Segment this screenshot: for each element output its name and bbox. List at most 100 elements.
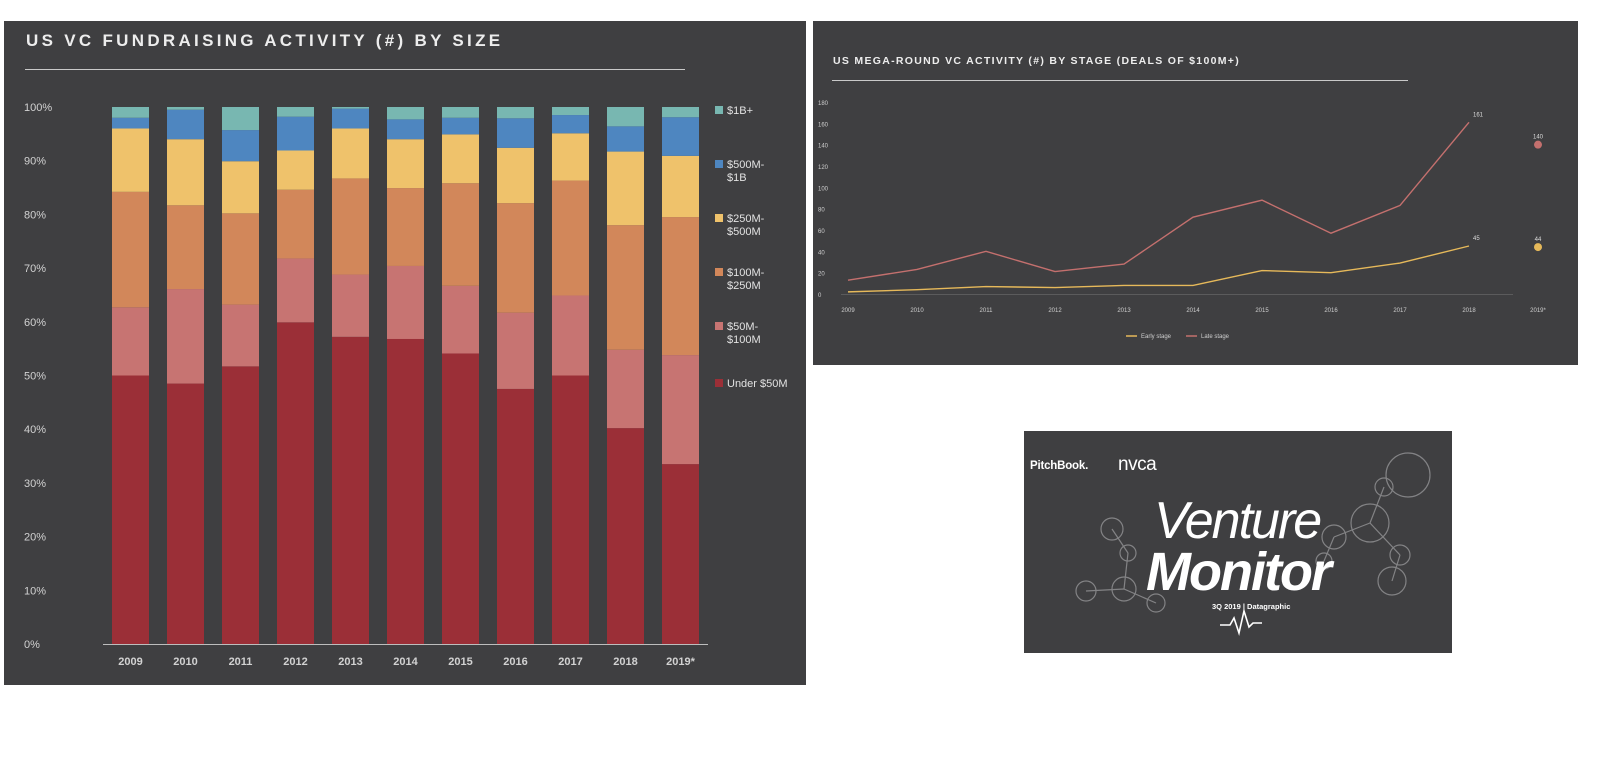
bar-segment [442,353,479,644]
bar-segment [277,322,314,644]
legend-label: $50M- [727,321,759,333]
mega-round-chart-plot: 0 20 40 60 80 100 120 140 160 180 2009 2010 2011 2012… [818,101,1547,340]
bar-segment [497,118,534,148]
x-tick-label: 2017 [558,656,582,668]
bar-segment [222,366,259,644]
bar-segment [662,217,699,356]
x-tick-label: 2019* [666,656,695,668]
bar-segment [112,128,149,192]
bar-segment [222,161,259,214]
legend-label: $100M [727,334,761,346]
x-tick-label: 2018 [613,656,637,668]
series-point-2019 [1534,140,1542,149]
legend-label: $100M- [727,267,765,279]
data-label: 44 [1535,237,1542,243]
x-tick-label: 2010 [173,656,197,668]
y-tick-label: 100% [24,102,52,114]
x-tick-label: 2016 [503,656,527,668]
x-tick-label: 2011 [229,656,253,668]
x-tick-label: 2016 [1324,308,1338,314]
bar-segment [442,107,479,118]
legend-swatch [715,106,723,114]
y-tick-label: 80 [818,208,825,214]
y-tick-label: 60% [24,317,46,329]
bar-segment [277,150,314,190]
bar-segment [387,188,424,266]
bar-segment [497,203,534,313]
bar-segment [442,134,479,184]
bar-segment [167,139,204,206]
y-tick-label: 10% [24,585,46,597]
y-tick-label: 20% [24,532,46,544]
bar-segment [112,117,149,129]
x-tick-label: 2015 [1255,308,1269,314]
bar-segment [552,107,589,116]
legend-label: $250M [727,280,761,292]
bar-segment [222,107,259,131]
y-tick-label: 50% [24,371,46,383]
bar-segment [497,147,534,204]
cover-subtitle: 3Q 2019 | Datagraphic [1212,602,1291,611]
y-tick-label: 180 [818,101,829,107]
bar-segment [607,349,644,429]
bar-segment [332,336,369,644]
y-tick-label: 160 [818,122,829,128]
x-tick-label: 2012 [1048,308,1062,314]
bar-segment [332,108,369,129]
bar-segment [167,107,204,110]
bar-segment [442,285,479,354]
legend-label: $1B [727,172,747,184]
y-tick-label: 40% [24,424,46,436]
x-tick-label: 2014 [393,656,418,668]
bar-segment [332,107,369,109]
bar-segment [662,107,699,118]
fundraising-chart-title: US VC FUNDRAISING ACTIVITY (#) BY SIZE [26,31,504,50]
legend-label: $500M- [727,159,765,171]
bar-segment [277,258,314,323]
bar-segment [497,107,534,119]
x-tick-label: 2010 [910,308,924,314]
legend-label: $250M- [727,213,765,225]
bar-segment [112,107,149,118]
molecule-graphic-icon [1075,452,1431,613]
bar-segment [222,213,259,305]
bar-segment [167,289,204,384]
bar-segment [552,115,589,134]
bar-segment [552,295,589,376]
bar-segment [607,107,644,127]
x-tick-label: 2018 [1462,308,1476,314]
fundraising-chart-plot: 0% 10% 20% 30% 40% 50% 60% 70% 80% 90% 100% 2009 201… [24,102,788,668]
legend-label: Early stage [1141,334,1172,340]
bar-segment [167,109,204,140]
bar-segment [442,183,479,286]
x-tick-label: 2013 [338,656,362,668]
x-tick-label: 2011 [980,308,994,314]
title-rule [832,80,1408,81]
y-tick-label: 90% [24,156,46,168]
fundraising-chart-panel: US VC FUNDRAISING ACTIVITY (#) BY SIZE 0… [4,21,806,685]
legend-swatch [715,379,723,387]
y-tick-label: 0% [24,639,40,651]
bar-segment [552,180,589,296]
y-tick-label: 120 [818,165,829,171]
bar-segment [387,265,424,339]
bar-segment [662,355,699,465]
bar-segment [662,155,699,218]
legend-swatch [715,268,723,276]
bar-segment [112,307,149,376]
bar-segment [222,304,259,367]
title-rule [25,69,685,70]
legend-label: Under $50M [727,378,788,390]
data-label: 45 [1473,236,1480,242]
report-cover: PitchBook. nvca Venture Monitor 3Q 2019 … [1024,431,1452,653]
cover-title-monitor: Monitor [1146,542,1332,602]
data-label: 161 [1473,112,1484,118]
legend-label: $500M [727,226,761,238]
y-tick-label: 20 [818,272,825,278]
bar-segment [332,128,369,179]
bar-segment [552,133,589,181]
pitchbook-logo: PitchBook. [1030,460,1089,472]
legend-label: Late stage [1201,334,1230,340]
mega-round-chart-title: US MEGA-ROUND VC ACTIVITY (#) BY STAGE (… [833,55,1240,67]
bar-segment [387,107,424,120]
